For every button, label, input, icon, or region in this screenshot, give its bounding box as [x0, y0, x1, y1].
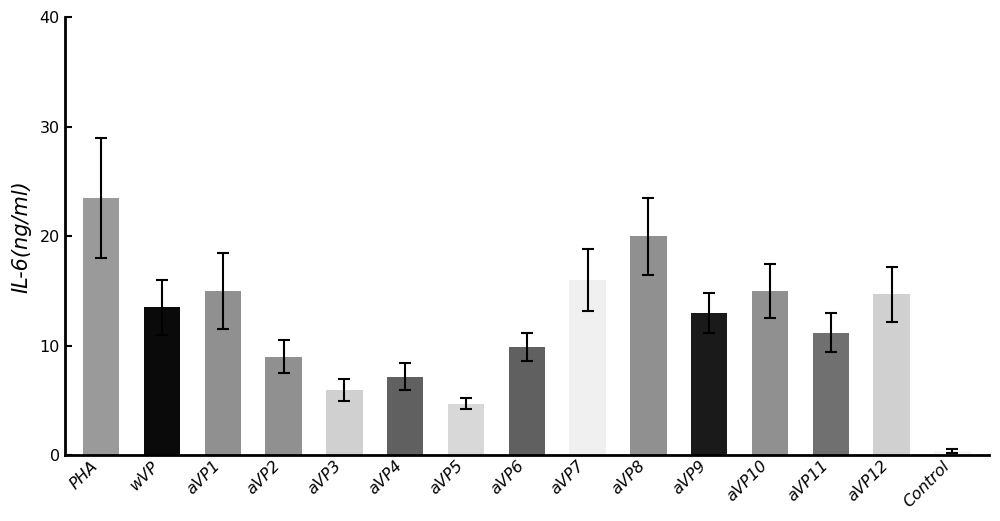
Bar: [83, 198, 119, 455]
Bar: [448, 404, 484, 455]
Bar: [630, 236, 667, 455]
Bar: [326, 390, 363, 455]
Y-axis label: IL-6(ng/ml): IL-6(ng/ml): [11, 180, 31, 293]
Bar: [873, 294, 910, 455]
Bar: [509, 347, 545, 455]
Bar: [569, 280, 606, 455]
Bar: [144, 307, 180, 455]
Bar: [387, 377, 423, 455]
Bar: [205, 291, 241, 455]
Bar: [752, 291, 788, 455]
Bar: [691, 313, 727, 455]
Bar: [934, 451, 971, 455]
Bar: [265, 357, 302, 455]
Bar: [813, 333, 849, 455]
